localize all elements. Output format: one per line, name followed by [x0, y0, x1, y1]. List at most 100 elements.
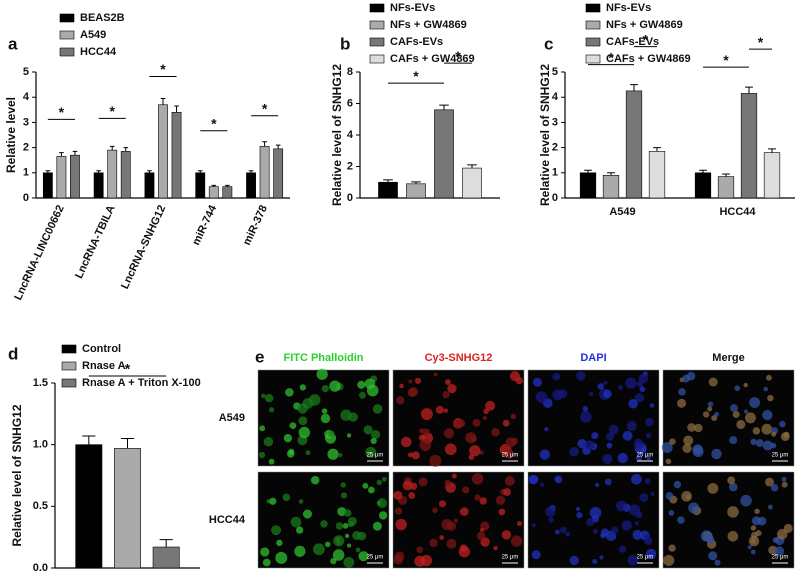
error-bar	[82, 435, 96, 445]
y-axis-label: Relative level of SNHG12	[10, 404, 24, 546]
y-tick-label: 4	[552, 91, 559, 103]
cell	[558, 389, 568, 399]
significance-label: *	[109, 103, 115, 119]
bar	[625, 90, 643, 199]
cell	[407, 388, 417, 397]
bar	[740, 93, 758, 199]
x-tick-label: miR-378	[241, 203, 270, 247]
legend-label: CAFs-EVs	[390, 36, 443, 48]
legend-label: CAFs + GW4869	[390, 53, 475, 65]
cell	[673, 480, 682, 489]
bar	[222, 186, 233, 199]
cell	[752, 427, 761, 435]
cell	[711, 414, 718, 421]
cell	[260, 393, 266, 399]
legend-swatch	[61, 344, 77, 354]
cell	[539, 482, 545, 487]
cell	[308, 394, 321, 406]
cell	[779, 420, 786, 428]
scale-bar-label: 25 μm	[772, 453, 789, 459]
cell	[748, 535, 760, 547]
column-label: Merge	[712, 352, 744, 364]
y-tick-label: 2	[23, 142, 29, 154]
error-bar	[59, 152, 64, 157]
cell	[635, 511, 643, 519]
cell	[338, 453, 343, 458]
cell	[288, 448, 295, 455]
cell	[446, 538, 457, 549]
cell	[275, 551, 288, 564]
cell	[276, 539, 283, 547]
error-bar	[174, 105, 179, 113]
cell	[584, 440, 595, 451]
cell	[700, 530, 713, 542]
cell	[465, 432, 477, 444]
cell	[381, 476, 387, 482]
cell	[591, 432, 599, 440]
cell	[343, 556, 355, 568]
error-bar	[120, 438, 135, 449]
panel-label: c	[544, 34, 553, 53]
cell	[649, 403, 655, 408]
cell	[393, 555, 404, 565]
bar	[462, 167, 482, 199]
cell	[762, 409, 773, 421]
cell	[372, 521, 382, 531]
cell	[619, 545, 627, 553]
cell	[605, 432, 615, 441]
scale-bar-label: 25 μm	[637, 555, 654, 561]
y-tick-label: 5	[23, 66, 29, 78]
cell	[439, 535, 445, 540]
scale-bar-label: 25 μm	[367, 555, 384, 561]
cell	[615, 500, 627, 512]
cell	[358, 551, 369, 562]
cell	[687, 423, 696, 432]
cell	[771, 431, 777, 437]
cell	[408, 492, 416, 499]
cell	[344, 533, 350, 539]
cell	[586, 518, 595, 527]
cell	[638, 373, 649, 384]
error-bar	[653, 147, 661, 152]
cell	[328, 430, 335, 437]
cell	[269, 497, 277, 505]
cell	[762, 440, 773, 451]
cell	[471, 472, 484, 485]
significance-label: *	[455, 48, 461, 64]
legend-label: NFs-EVs	[390, 2, 435, 14]
error-bar	[96, 170, 101, 173]
error-bar	[197, 170, 203, 173]
cell	[743, 409, 749, 414]
y-tick-label: 6	[347, 97, 353, 109]
error-bar	[160, 97, 166, 105]
cell	[335, 536, 341, 543]
bar	[107, 149, 118, 199]
cell	[625, 377, 637, 389]
cell	[634, 521, 639, 526]
cell	[372, 404, 383, 414]
legend-swatch	[59, 47, 75, 57]
cell	[529, 474, 539, 485]
bar	[56, 156, 67, 199]
scale-bar-label: 25 μm	[772, 555, 789, 561]
scale-bar-label: 25 μm	[502, 453, 519, 459]
cell	[597, 383, 605, 390]
cell	[588, 391, 594, 397]
cell	[618, 385, 624, 391]
y-tick-label: 0	[347, 192, 353, 204]
bar	[602, 175, 620, 199]
cell	[707, 406, 713, 412]
cell	[299, 384, 307, 391]
cell	[516, 521, 523, 527]
cell	[268, 407, 275, 413]
y-tick-label: 4	[347, 129, 354, 141]
cell	[429, 454, 442, 467]
cell	[545, 506, 556, 517]
cell	[634, 393, 645, 403]
y-tick-label: 0	[23, 192, 29, 204]
legend-label: Rnase A + Triton X-100	[82, 377, 201, 389]
cell	[628, 399, 638, 409]
cell	[633, 438, 644, 449]
cell	[289, 422, 297, 430]
